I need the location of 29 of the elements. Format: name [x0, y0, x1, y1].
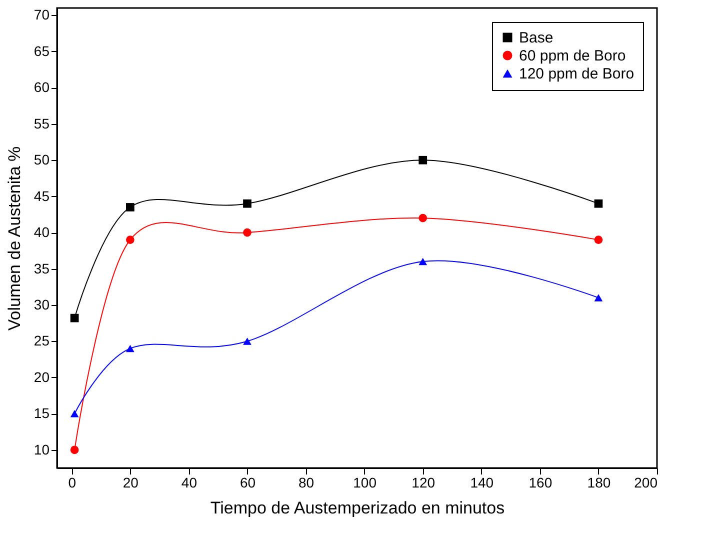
y-tick-label: 40	[34, 224, 50, 240]
y-tick-label: 25	[34, 332, 50, 349]
y-axis-title: Volumen de Austenita %	[4, 146, 24, 331]
x-tick-label: 60	[240, 474, 256, 490]
y-tick-label: 15	[34, 405, 50, 422]
x-tick-label: 80	[298, 474, 314, 490]
y-tick-label: 20	[34, 368, 50, 385]
y-tick-label: 30	[34, 296, 50, 313]
legend-label: 120 ppm de Boro	[519, 66, 634, 82]
y-tick-label: 10	[34, 441, 50, 458]
y-tick-label: 60	[34, 79, 50, 96]
y-tick-label: 35	[34, 260, 50, 276]
legend-label: 60 ppm de Boro	[519, 48, 626, 64]
y-tick-label: 70	[34, 6, 50, 23]
x-tick-label: 200	[634, 474, 658, 490]
x-tick-label: 180	[587, 474, 611, 490]
y-tick-label: 50	[34, 152, 50, 168]
y-tick-label: 45	[34, 188, 50, 204]
x-tick-label: 100	[353, 474, 377, 490]
x-tick-label: 160	[528, 474, 552, 490]
x-axis-title: Tiempo de Austemperizado en minutos	[210, 498, 505, 518]
y-tick-label: 55	[34, 115, 50, 132]
legend-label: Base	[519, 30, 554, 46]
x-tick-label: 20	[122, 474, 139, 490]
x-tick-label: 0	[68, 474, 76, 490]
x-tick-label: 120	[412, 474, 436, 490]
x-tick-label: 140	[470, 474, 494, 490]
y-tick-label: 65	[34, 42, 50, 59]
x-tick-label: 40	[181, 474, 198, 490]
